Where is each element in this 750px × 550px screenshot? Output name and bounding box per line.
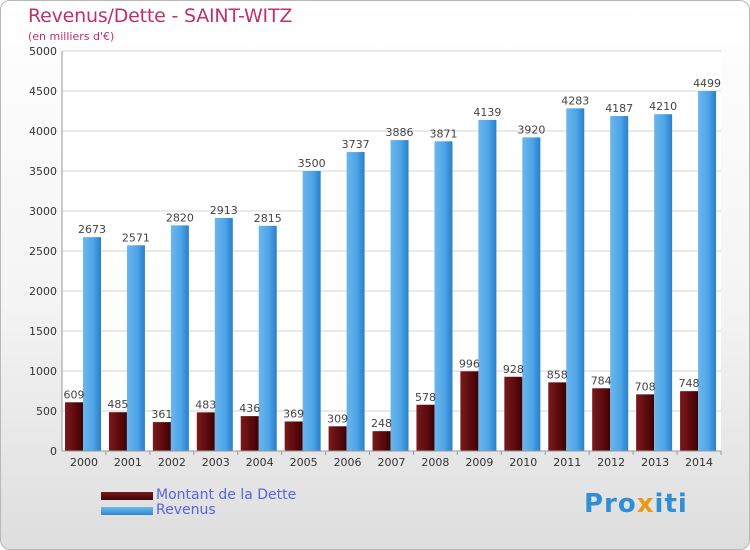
x-tick-label: 2011 xyxy=(553,456,581,469)
debt-bar xyxy=(548,382,567,451)
y-tick-label: 2500 xyxy=(29,245,57,258)
debt-bar xyxy=(65,402,83,451)
debt-value-label: 748 xyxy=(679,377,700,390)
debt-bar xyxy=(504,376,523,451)
x-tick-label: 2006 xyxy=(334,456,362,469)
revenue-bar xyxy=(126,245,145,451)
debt-value-label: 248 xyxy=(371,417,392,430)
x-tick-label: 2012 xyxy=(597,456,625,469)
debt-value-label: 309 xyxy=(327,412,348,425)
x-tick-label: 2003 xyxy=(202,456,230,469)
y-tick-label: 3500 xyxy=(29,165,57,178)
y-tick-label: 5000 xyxy=(29,45,57,58)
debt-value-label: 369 xyxy=(283,407,304,420)
revenue-value-label: 4283 xyxy=(561,94,589,107)
x-tick-label: 2005 xyxy=(290,456,318,469)
debt-bar xyxy=(636,394,655,451)
debt-bar xyxy=(372,431,391,451)
y-tick-label: 4000 xyxy=(29,125,57,138)
x-tick-label: 2002 xyxy=(158,456,186,469)
chart-subtitle: (en milliers d'€) xyxy=(28,30,115,43)
revenue-bar xyxy=(390,140,409,451)
revenue-bar xyxy=(698,91,717,451)
x-tick-label: 2013 xyxy=(641,456,669,469)
revenue-bar xyxy=(170,225,189,451)
revenue-bar xyxy=(654,114,673,451)
chart-title: Revenus/Dette - SAINT-WITZ xyxy=(28,5,293,27)
revenue-value-label: 3871 xyxy=(429,127,457,140)
revenue-bar xyxy=(83,237,101,451)
debt-value-label: 483 xyxy=(195,398,216,411)
x-tick-label: 2000 xyxy=(70,456,98,469)
revenue-value-label: 4210 xyxy=(649,100,677,113)
revenue-bar xyxy=(302,171,321,451)
debt-bar xyxy=(240,416,259,451)
debt-bar xyxy=(416,404,435,451)
debt-bar xyxy=(196,412,215,451)
y-tick-label: 1500 xyxy=(29,325,57,338)
x-tick-label: 2014 xyxy=(685,456,713,469)
debt-bar xyxy=(328,426,347,451)
logo-accent-letter: x xyxy=(636,489,655,519)
revenue-bar xyxy=(346,152,365,452)
x-tick-label: 2001 xyxy=(114,456,142,469)
debt-value-label: 996 xyxy=(459,357,480,370)
y-tick-label: 4500 xyxy=(29,85,57,98)
revenue-bar xyxy=(478,119,497,451)
debt-value-label: 609 xyxy=(64,388,85,401)
x-tick-label: 2007 xyxy=(378,456,406,469)
y-tick-label: 2000 xyxy=(29,285,57,298)
revenue-value-label: 3737 xyxy=(342,138,370,151)
debt-value-label: 708 xyxy=(635,380,656,393)
revenue-bar xyxy=(434,141,453,451)
y-tick-label: 3000 xyxy=(29,205,57,218)
debt-value-label: 485 xyxy=(107,398,128,411)
revenue-value-label: 2913 xyxy=(210,204,238,217)
x-tick-label: 2010 xyxy=(509,456,537,469)
debt-value-label: 578 xyxy=(415,391,436,404)
revenue-value-label: 4139 xyxy=(473,106,501,119)
revenue-value-label: 2673 xyxy=(78,223,106,236)
debt-value-label: 858 xyxy=(547,368,568,381)
debt-bar xyxy=(152,422,171,451)
revenue-bar xyxy=(214,217,233,451)
debt-value-label: 928 xyxy=(503,363,524,376)
legend-label-revenue: Revenus xyxy=(156,502,216,518)
y-tick-label: 1000 xyxy=(29,365,57,378)
debt-bar xyxy=(284,421,303,451)
x-tick-label: 2008 xyxy=(421,456,449,469)
revenue-value-label: 2571 xyxy=(122,231,150,244)
debt-bar xyxy=(680,391,699,451)
revenue-bar xyxy=(258,225,277,451)
proxiti-logo: Proxiti xyxy=(584,489,688,519)
revenue-value-label: 3920 xyxy=(517,123,545,136)
x-tick-label: 2009 xyxy=(465,456,493,469)
legend-label-debt: Montant de la Dette xyxy=(156,487,297,503)
revenue-value-label: 2815 xyxy=(254,212,282,225)
debt-value-label: 784 xyxy=(591,374,612,387)
legend-swatch-debt xyxy=(101,492,153,500)
y-tick-label: 500 xyxy=(36,405,57,418)
debt-bar xyxy=(460,371,479,451)
y-tick-label: 0 xyxy=(50,445,57,458)
revenue-value-label: 2820 xyxy=(166,211,194,224)
debt-value-label: 361 xyxy=(151,408,172,421)
legend-swatch-revenue xyxy=(101,507,153,515)
revenue-bar xyxy=(566,108,585,452)
revenue-value-label: 4187 xyxy=(605,102,633,115)
revenue-value-label: 4499 xyxy=(693,77,721,90)
x-tick-label: 2004 xyxy=(246,456,274,469)
revenue-bar xyxy=(610,116,629,451)
revenue-value-label: 3500 xyxy=(298,157,326,170)
debt-bar xyxy=(108,412,127,451)
debt-value-label: 436 xyxy=(239,402,260,415)
debt-bar xyxy=(592,388,611,451)
revenue-bar xyxy=(522,137,541,451)
revenue-value-label: 3886 xyxy=(386,126,414,139)
